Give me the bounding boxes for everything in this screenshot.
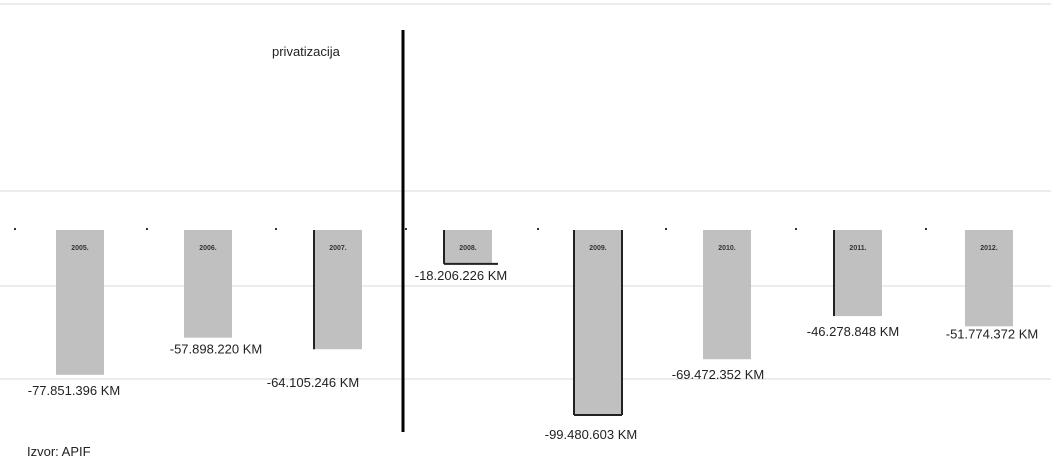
gridlines xyxy=(0,3,1051,380)
bar-2012 xyxy=(965,230,1013,327)
value-label: -18.206.226 KM xyxy=(415,268,508,283)
category-label: 2007. xyxy=(329,245,347,252)
bar-2010 xyxy=(703,230,751,360)
baseline-tick xyxy=(925,228,927,230)
category-label: 2005. xyxy=(71,245,89,252)
value-label: -64.105.246 KM xyxy=(267,375,360,390)
bars xyxy=(56,230,1013,417)
baseline-tick xyxy=(795,228,797,230)
category-label: 2011. xyxy=(849,245,866,252)
baseline-tick xyxy=(405,228,407,230)
bar-2009 xyxy=(574,230,622,416)
value-label: -99.480.603 KM xyxy=(545,427,638,442)
baseline-tick xyxy=(275,228,277,230)
privatization-annotation: privatizacija xyxy=(272,44,341,59)
bar-2007 xyxy=(314,230,362,350)
baseline-tick xyxy=(537,228,539,230)
value-label: -69.472.352 KM xyxy=(672,367,765,382)
bar-2008 xyxy=(444,230,492,264)
baseline-tick xyxy=(665,228,667,230)
bar-2011 xyxy=(834,230,882,317)
value-label: -57.898.220 KM xyxy=(170,342,263,357)
value-label: -77.851.396 KM xyxy=(28,383,121,398)
baseline-tick xyxy=(146,228,148,230)
value-label: -51.774.372 KM xyxy=(946,326,1039,341)
labels: 2005. -77.851.396 KM 2006. -57.898.220 KM 20… xyxy=(28,245,1039,442)
category-label: 2009. xyxy=(589,245,607,252)
source-note: Izvor: APIF xyxy=(27,444,91,459)
baseline-tick xyxy=(14,228,16,230)
bar-2006 xyxy=(184,230,232,338)
category-label: 2008. xyxy=(459,245,477,252)
bar-2005 xyxy=(56,230,104,375)
category-label: 2010. xyxy=(718,245,736,252)
category-label: 2012. xyxy=(980,245,998,252)
category-label: 2006. xyxy=(199,245,217,252)
value-label: -46.278.848 KM xyxy=(807,324,900,339)
